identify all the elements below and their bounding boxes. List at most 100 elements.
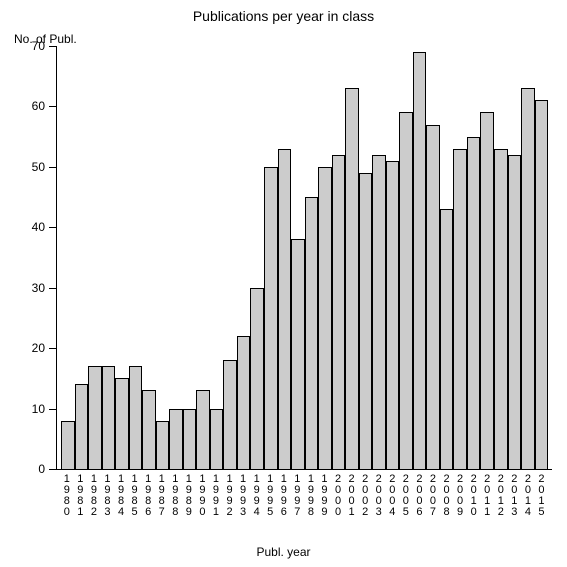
x-tick-label: 1988: [172, 474, 178, 518]
bar: [413, 52, 427, 469]
bar: [156, 421, 170, 469]
x-tick: 2009: [453, 474, 467, 520]
y-tick: [49, 469, 57, 470]
y-tick: [49, 348, 57, 349]
x-tick: 2008: [440, 474, 454, 520]
bar: [359, 173, 373, 469]
y-tick-label: 70: [32, 39, 45, 53]
bar: [223, 360, 237, 469]
x-tick-label: 1982: [91, 474, 97, 518]
x-tick-label: 1995: [267, 474, 273, 518]
x-tick-label: 2002: [362, 474, 368, 518]
x-tick: 2013: [508, 474, 522, 520]
x-tick-label: 1991: [213, 474, 219, 518]
x-tick-label: 1980: [64, 474, 70, 518]
bars-container: [61, 46, 548, 469]
x-tick: 1999: [318, 474, 332, 520]
x-tick: 2005: [399, 474, 413, 520]
x-tick-label: 1981: [77, 474, 83, 518]
bar: [237, 336, 251, 469]
x-ticks: 1980 1981 1982 1983 1984 1985 1986 19871988 1989…: [60, 474, 548, 520]
x-axis-label: Publ. year: [0, 545, 567, 559]
x-tick: 1987: [155, 474, 169, 520]
x-tick-label: 1986: [145, 474, 151, 518]
bar: [210, 409, 224, 469]
y-tick: [49, 46, 57, 47]
bar: [183, 409, 197, 469]
x-tick: 1998: [304, 474, 318, 520]
x-tick-label: 2009: [457, 474, 463, 518]
x-tick-label: 2013: [511, 474, 517, 518]
x-tick: 1989: [182, 474, 196, 520]
x-tick: 1993: [236, 474, 250, 520]
bar: [318, 167, 332, 469]
bar: [305, 197, 319, 469]
x-tick: 2004: [386, 474, 400, 520]
x-tick-label: 2005: [403, 474, 409, 518]
bar: [332, 155, 346, 469]
x-tick-label: 1983: [104, 474, 110, 518]
x-tick: 1996: [277, 474, 291, 520]
bar: [264, 167, 278, 469]
x-tick-label: 1990: [199, 474, 205, 518]
x-tick-label: 1984: [118, 474, 124, 518]
x-tick: 1997: [291, 474, 305, 520]
x-tick-label: 2012: [498, 474, 504, 518]
y-axis-label: No. of Publ.: [14, 32, 77, 46]
bar: [372, 155, 386, 469]
x-tick: 1992: [223, 474, 237, 520]
plot-area: 010203040506070: [56, 46, 552, 470]
x-tick-label: 2010: [471, 474, 477, 518]
bar: [291, 239, 305, 469]
x-tick-label: 2006: [416, 474, 422, 518]
bar: [467, 137, 481, 469]
x-tick-label: 1985: [132, 474, 138, 518]
bar: [102, 366, 116, 469]
y-tick: [49, 167, 57, 168]
x-tick: 2014: [521, 474, 535, 520]
x-tick-label: 2007: [430, 474, 436, 518]
x-tick-label: 1989: [186, 474, 192, 518]
x-tick: 1982: [87, 474, 101, 520]
x-tick-label: 1996: [281, 474, 287, 518]
x-tick-label: 2008: [443, 474, 449, 518]
y-tick: [49, 227, 57, 228]
x-tick-label: 1994: [254, 474, 260, 518]
x-tick-label: 1997: [294, 474, 300, 518]
x-tick-label: 2000: [335, 474, 341, 518]
x-tick: 2002: [358, 474, 372, 520]
x-tick: 2015: [535, 474, 549, 520]
x-tick: 1991: [209, 474, 223, 520]
publications-bar-chart: Publications per year in class No. of Pu…: [0, 0, 567, 567]
bar: [61, 421, 75, 469]
x-tick: 1994: [250, 474, 264, 520]
bar: [115, 378, 129, 469]
bar: [278, 149, 292, 469]
x-tick: 1995: [263, 474, 277, 520]
bar: [508, 155, 522, 469]
x-tick: 2011: [480, 474, 494, 520]
bar: [535, 100, 549, 469]
bar: [426, 125, 440, 469]
bar: [521, 88, 535, 469]
bar: [453, 149, 467, 469]
x-tick-label: 1992: [226, 474, 232, 518]
bar: [399, 112, 413, 469]
x-tick: 2000: [331, 474, 345, 520]
bar: [75, 384, 89, 469]
x-tick: 2003: [372, 474, 386, 520]
x-tick: 2006: [413, 474, 427, 520]
y-tick-label: 40: [32, 220, 45, 234]
x-tick-label: 2014: [525, 474, 531, 518]
y-tick-label: 30: [32, 281, 45, 295]
y-tick-label: 10: [32, 402, 45, 416]
y-tick: [49, 106, 57, 107]
bar: [480, 112, 494, 469]
x-tick: 1986: [141, 474, 155, 520]
y-tick-label: 0: [38, 462, 45, 476]
x-tick: 2007: [426, 474, 440, 520]
x-tick: 1984: [114, 474, 128, 520]
x-tick: 1980: [60, 474, 74, 520]
bar: [196, 390, 210, 469]
bar: [440, 209, 454, 469]
